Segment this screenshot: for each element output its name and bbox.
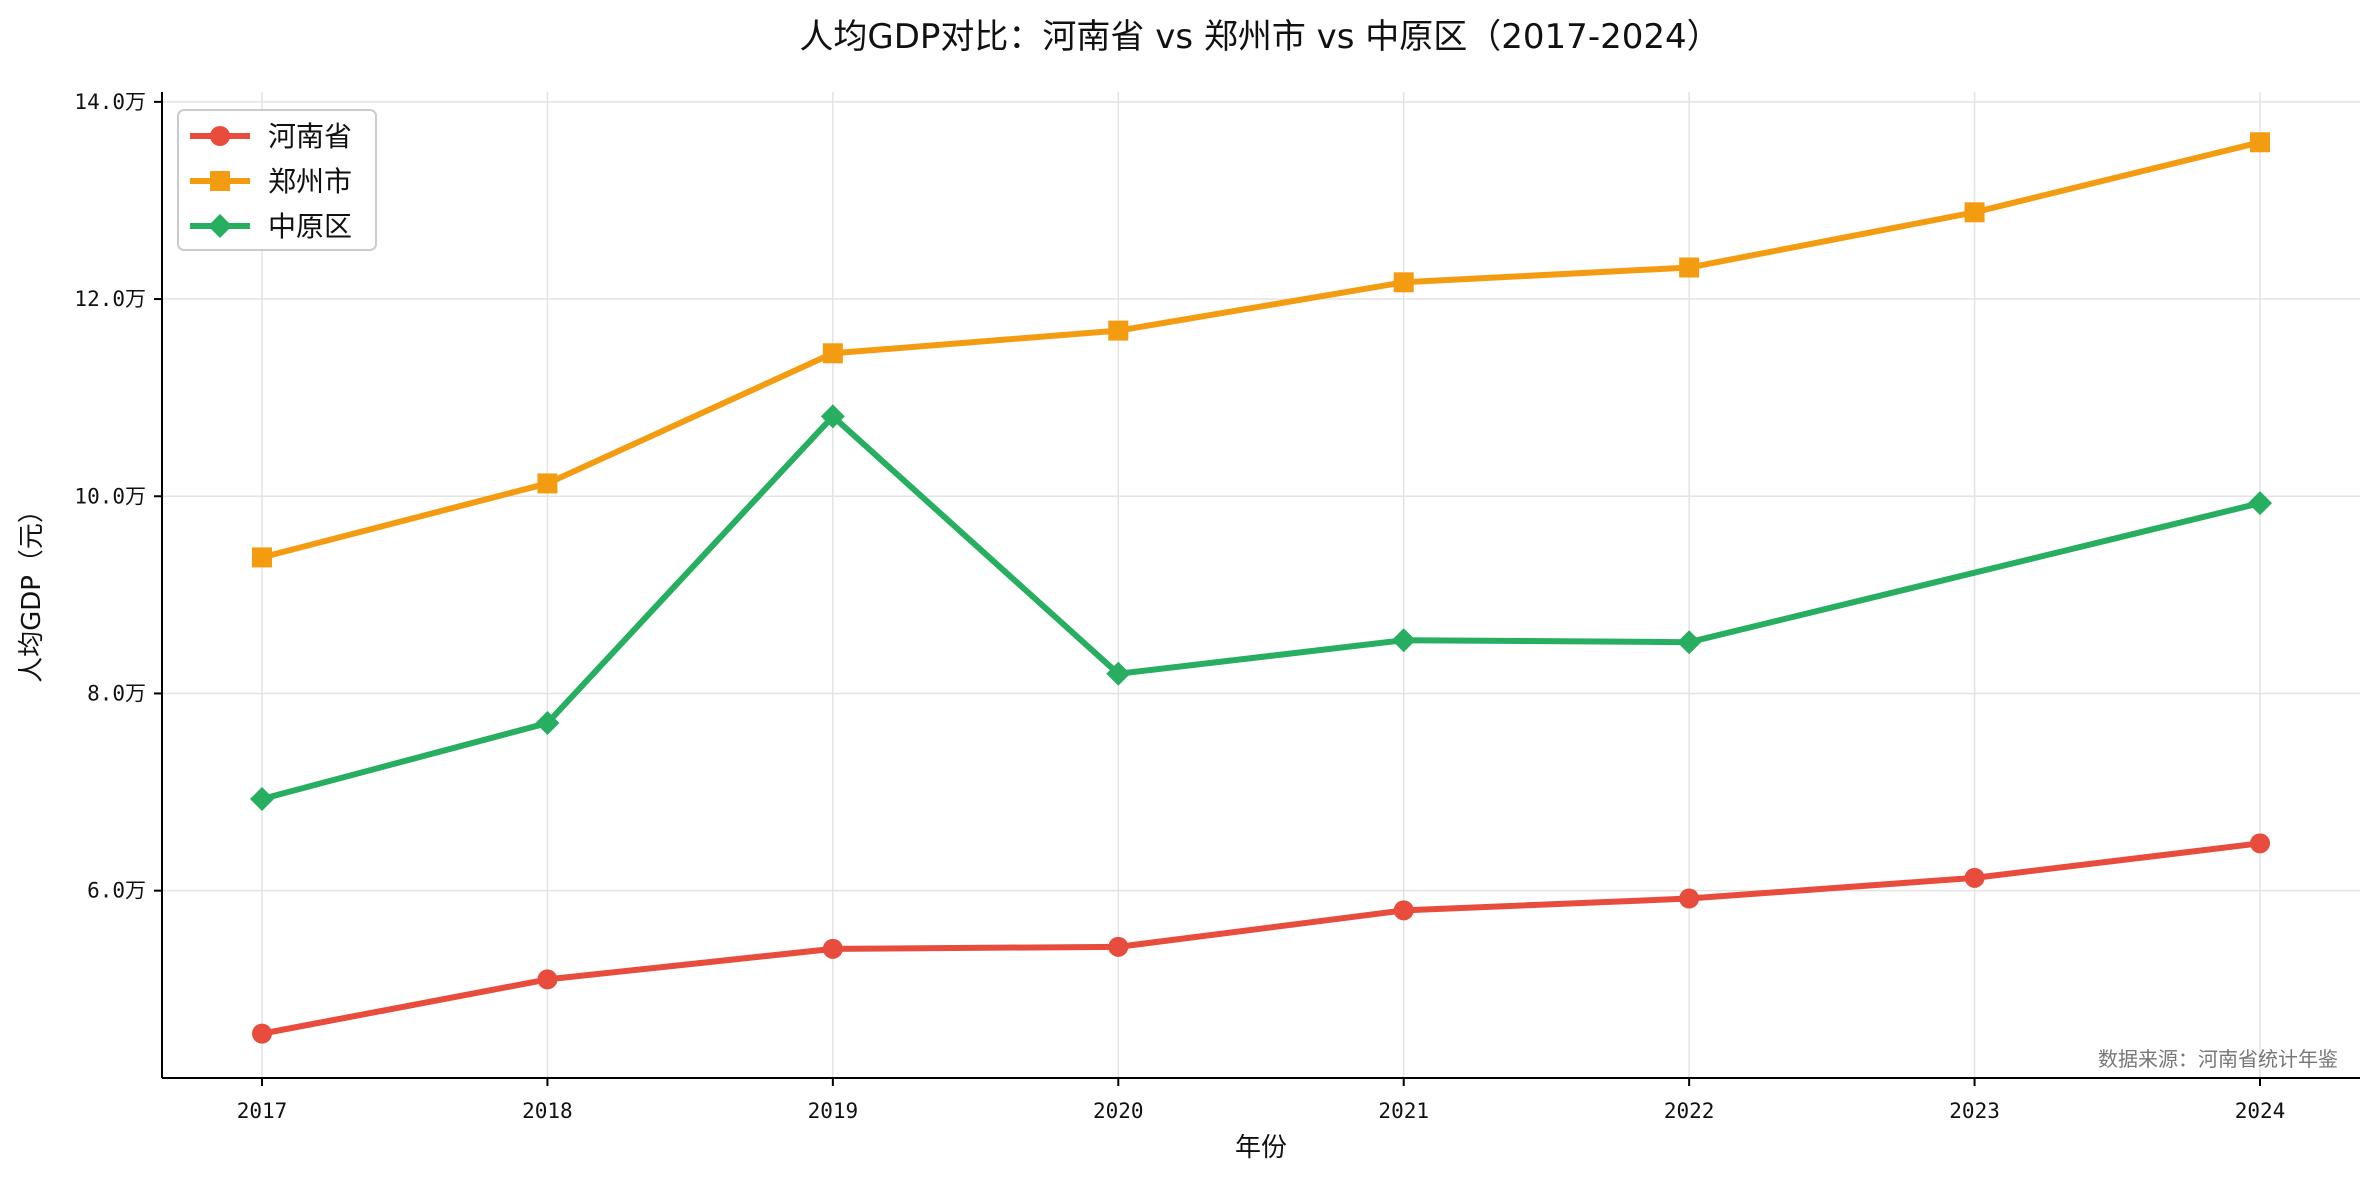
series-1-point xyxy=(1964,202,1985,223)
x-tick-label: 2017 xyxy=(237,1099,288,1123)
series-0-line xyxy=(259,840,2263,1037)
x-tick-label: 2023 xyxy=(1949,1099,2000,1123)
series-0-point xyxy=(2250,833,2270,854)
x-tick-label: 2019 xyxy=(808,1099,859,1123)
series-1-line xyxy=(259,139,2263,561)
legend-label-series-2: 中原区 xyxy=(268,210,352,243)
series-0-point xyxy=(1679,888,1700,909)
grid xyxy=(162,92,2360,1078)
series-1-point xyxy=(537,473,558,494)
legend-label-series-1: 郑州市 xyxy=(268,165,352,198)
y-tick-label: 8.0万 xyxy=(87,681,146,705)
y-tick-label: 14.0万 xyxy=(74,90,146,114)
axes xyxy=(161,92,2360,1079)
series-1-point xyxy=(1393,272,1414,293)
series-2-point xyxy=(820,404,845,429)
series-0-point xyxy=(1964,867,1985,888)
y-axis-label: 人均GDP（元） xyxy=(17,497,47,683)
series-2-point xyxy=(2248,491,2272,516)
series-1-point xyxy=(252,547,272,568)
series-1-point xyxy=(1679,257,1700,278)
x-tick-label: 2024 xyxy=(2235,1099,2286,1123)
series-0-point xyxy=(1393,900,1414,921)
x-tick-label: 2022 xyxy=(1664,1099,1715,1123)
series-0-point xyxy=(822,938,843,959)
series-2-point xyxy=(1677,630,1702,655)
series-0-point xyxy=(537,969,558,990)
series-2-point xyxy=(1106,661,1131,686)
ticks: 2017 2018 2019 2020 2021 2022 2023 2024 6.0万 8.0万… xyxy=(74,90,2285,1123)
legend-series-0-point xyxy=(210,126,230,146)
legend-box xyxy=(177,109,377,251)
series-1-point xyxy=(1108,320,1129,341)
legend-series-2-point xyxy=(208,214,232,238)
x-tick-label: 2021 xyxy=(1378,1099,1429,1123)
x-tick-label: 2018 xyxy=(522,1099,573,1123)
legend-series-1-point xyxy=(210,171,230,191)
series-markers xyxy=(250,132,2272,1044)
chart-title: 人均GDP对比：河南省 vs 郑州市 vs 中原区（2017-2024） xyxy=(799,17,1720,57)
y-tick-label: 6.0万 xyxy=(87,879,146,903)
series-2-point xyxy=(535,711,560,736)
series-2-point xyxy=(250,786,274,811)
y-tick-label: 12.0万 xyxy=(74,287,146,311)
y-tick-label: 10.0万 xyxy=(74,484,146,508)
series-0-point xyxy=(1108,936,1129,957)
series-1-point xyxy=(822,343,843,364)
x-axis-label: 年份 xyxy=(1235,1133,1287,1163)
x-tick-label: 2020 xyxy=(1093,1099,1144,1123)
series-0-point xyxy=(252,1023,272,1044)
legend-label-series-0: 河南省 xyxy=(268,120,352,153)
series-2-point xyxy=(1391,628,1416,653)
source-note: 数据来源：河南省统计年鉴 xyxy=(2098,1047,2338,1071)
series-1-point xyxy=(2250,132,2270,153)
